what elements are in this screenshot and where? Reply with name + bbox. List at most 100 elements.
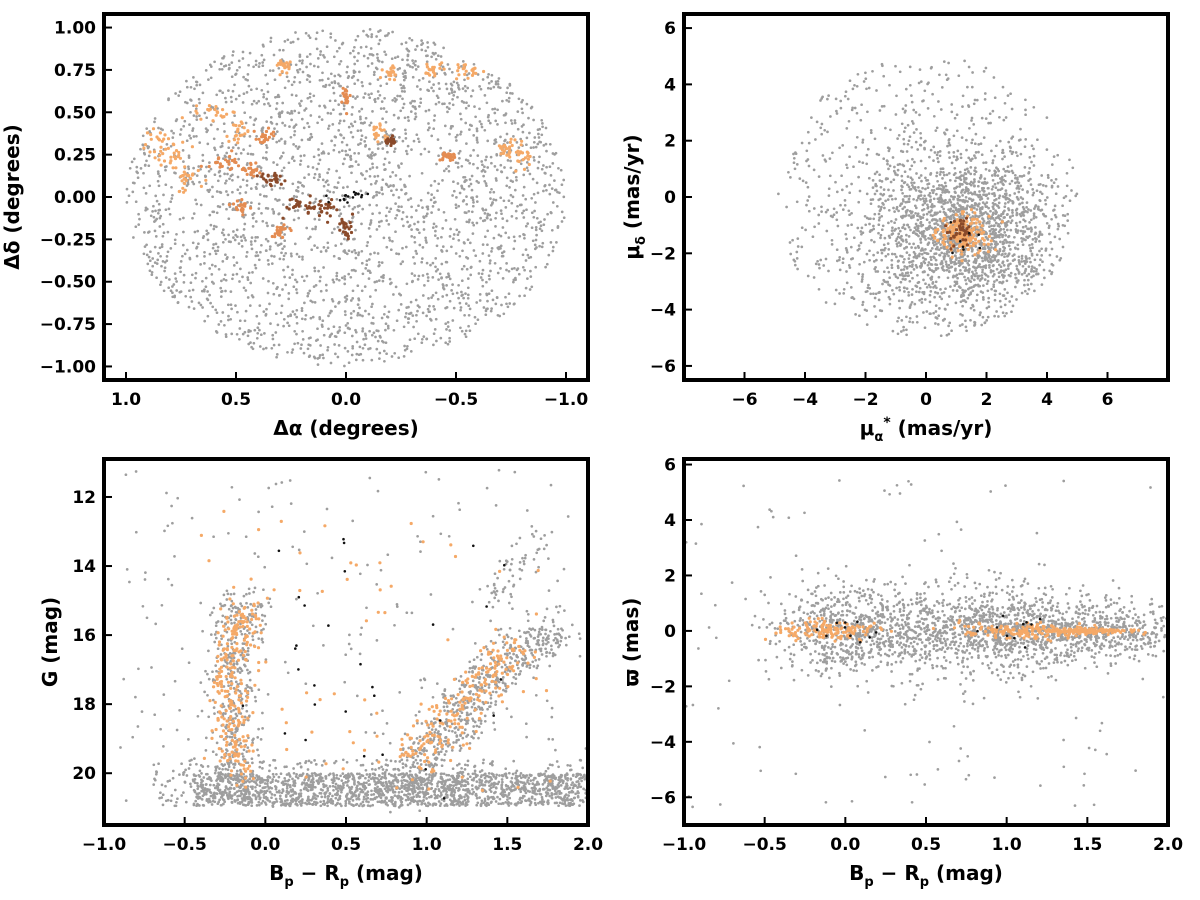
point-field xyxy=(357,51,360,55)
point-field xyxy=(244,213,247,217)
point-field xyxy=(211,195,214,199)
point-field xyxy=(278,293,281,297)
point-field xyxy=(381,147,385,150)
point-field xyxy=(376,142,380,146)
point-field xyxy=(963,275,966,279)
point-field xyxy=(221,228,225,232)
point-field xyxy=(980,323,984,327)
point-highlight xyxy=(343,194,347,197)
point-field xyxy=(179,128,183,131)
point-field xyxy=(983,251,987,255)
point-field xyxy=(242,234,245,237)
point-members xyxy=(307,205,311,209)
point-field xyxy=(309,62,312,66)
point-field xyxy=(280,304,284,308)
point-field xyxy=(412,255,415,259)
point-field xyxy=(456,182,460,185)
point-field xyxy=(1026,292,1029,296)
point-field xyxy=(984,235,988,239)
point-field xyxy=(857,200,861,204)
point-field xyxy=(246,334,250,338)
point-field xyxy=(252,65,255,69)
point-field xyxy=(464,292,467,295)
point-field xyxy=(486,86,490,90)
point-field xyxy=(235,332,239,336)
point-field xyxy=(156,179,160,183)
point-field xyxy=(464,335,468,339)
point-field xyxy=(1009,149,1012,153)
point-field xyxy=(1008,215,1012,219)
point-field xyxy=(400,217,404,221)
point-field xyxy=(244,191,248,194)
point-field xyxy=(194,271,198,275)
point-field xyxy=(351,216,354,220)
point-field xyxy=(414,48,417,51)
point-field xyxy=(1006,259,1009,262)
point-field xyxy=(328,311,332,315)
point-field xyxy=(964,325,968,329)
point-field xyxy=(931,191,935,195)
point-field xyxy=(865,192,869,196)
point-field xyxy=(854,146,858,149)
point-field xyxy=(191,180,194,184)
point-field xyxy=(281,101,285,105)
point-field xyxy=(911,157,914,161)
point-field xyxy=(418,231,421,235)
point-field xyxy=(983,202,987,206)
point-field xyxy=(910,246,913,249)
point-field xyxy=(300,117,304,121)
point-field xyxy=(254,117,258,121)
point-field xyxy=(505,132,509,136)
point-field xyxy=(401,58,404,62)
point-field xyxy=(973,190,977,194)
point-field xyxy=(434,102,438,106)
point-field xyxy=(947,250,951,254)
point-field xyxy=(258,328,261,332)
point-field xyxy=(221,240,225,244)
point-field xyxy=(189,85,193,89)
point-members xyxy=(230,149,234,153)
point-field xyxy=(264,156,268,160)
point-field xyxy=(952,210,956,214)
point-field xyxy=(431,261,435,265)
point-field xyxy=(429,198,433,202)
point-field xyxy=(475,138,479,142)
point-field xyxy=(456,166,460,169)
point-members xyxy=(215,110,219,114)
point-field xyxy=(362,54,366,58)
point-field xyxy=(210,280,214,284)
point-field xyxy=(534,265,538,269)
point-field xyxy=(466,286,470,290)
point-field xyxy=(151,257,155,260)
point-field xyxy=(1040,233,1044,236)
point-field xyxy=(1005,240,1009,244)
point-field xyxy=(988,169,991,172)
point-field xyxy=(392,113,396,117)
point-members xyxy=(277,61,281,65)
point-field xyxy=(447,164,450,168)
point-field xyxy=(1066,231,1070,235)
point-field xyxy=(195,118,199,121)
point-field xyxy=(231,190,234,194)
point-field xyxy=(971,204,974,208)
point-field xyxy=(462,199,466,202)
point-field xyxy=(158,225,162,228)
point-field xyxy=(414,115,418,119)
point-field xyxy=(279,311,283,315)
point-field xyxy=(192,212,196,215)
point-field xyxy=(940,291,944,295)
point-field xyxy=(942,186,946,190)
point-field xyxy=(444,82,448,86)
point-field xyxy=(134,225,138,229)
point-field xyxy=(321,353,325,357)
point-field xyxy=(351,344,355,348)
point-members xyxy=(470,68,474,72)
point-field xyxy=(437,278,440,281)
point-field xyxy=(922,260,926,263)
point-field xyxy=(371,110,374,113)
point-field xyxy=(420,341,424,345)
point-field xyxy=(922,140,926,144)
point-members xyxy=(445,155,449,159)
point-field xyxy=(230,61,234,64)
point-field xyxy=(994,198,998,201)
